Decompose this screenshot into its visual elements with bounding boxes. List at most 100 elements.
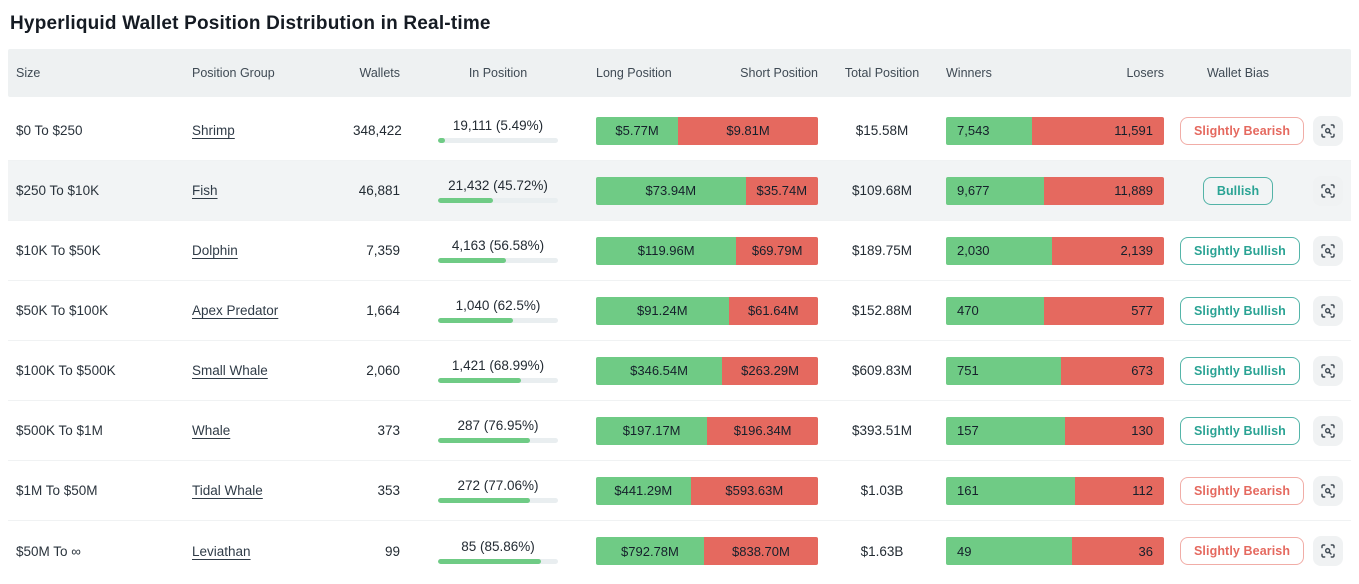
- winners-value: 2,030: [957, 243, 990, 258]
- table-row: $50M To ∞ Leviathan 99 85 (85.86%) $792.…: [8, 521, 1351, 581]
- in-position-value: 4,163 (56.58%): [451, 238, 545, 253]
- long-short-cell: $441.29M $593.63M: [588, 476, 826, 505]
- losers-segment: 11,591: [1031, 116, 1164, 145]
- short-value: $35.74M: [756, 183, 808, 198]
- size-cell: $10K To $50K: [16, 243, 101, 258]
- losers-segment: 11,889: [1043, 176, 1164, 205]
- size-cell: $250 To $10K: [16, 183, 100, 198]
- winners-value: 9,677: [957, 183, 990, 198]
- col-losers: Losers: [1126, 66, 1164, 80]
- total-position-cell: $393.51M: [851, 423, 913, 438]
- winners-value: 157: [957, 423, 979, 438]
- scan-search-button[interactable]: [1312, 295, 1343, 326]
- in-position-value: 85 (85.86%): [461, 538, 535, 554]
- size-cell: $500K To $1M: [16, 423, 103, 438]
- losers-value: 36: [1138, 543, 1153, 559]
- col-short-position: Short Position: [740, 66, 818, 80]
- scan-search-button[interactable]: [1312, 355, 1343, 386]
- short-value: $61.64M: [747, 303, 799, 318]
- scan-search-button[interactable]: [1312, 536, 1343, 566]
- winners-value: 470: [957, 303, 979, 318]
- long-segment: $441.29M: [596, 476, 691, 505]
- in-position-value: 19,111 (5.49%): [452, 118, 544, 133]
- wallet-bias-badge: Bullish: [1202, 176, 1274, 205]
- winners-losers-cell: 49 36: [938, 537, 1172, 565]
- winners-losers-bar: 751 673: [946, 356, 1164, 385]
- short-segment: $69.79M: [736, 236, 818, 265]
- long-value: $441.29M: [614, 483, 673, 498]
- winners-losers-cell: 7,543 11,591: [938, 116, 1172, 145]
- page-title: Hyperliquid Wallet Position Distribution…: [10, 13, 491, 34]
- table-row: $10K To $50K Dolphin 7,359 4,163 (56.58%…: [8, 221, 1351, 281]
- long-short-cell: $73.94M $35.74M: [588, 176, 826, 205]
- position-group-cell: Shrimp: [184, 123, 345, 138]
- position-group-link[interactable]: Dolphin: [192, 243, 238, 258]
- short-segment: $263.29M: [722, 356, 818, 385]
- wallet-bias-cell: Slightly Bearish: [1172, 537, 1305, 565]
- action-cell: [1304, 475, 1351, 506]
- table-row: $0 To $250 Shrimp 348,422 19,111 (5.49%)…: [8, 101, 1351, 161]
- winners-segment: 157: [946, 416, 1066, 445]
- col-in-position: In Position: [468, 66, 528, 80]
- winners-losers-bar: 9,677 11,889: [946, 176, 1164, 205]
- losers-segment: 577: [1043, 296, 1164, 325]
- col-long-position: Long Position: [596, 66, 672, 80]
- position-group-link[interactable]: Tidal Whale: [192, 483, 263, 498]
- losers-value: 11,889: [1114, 183, 1153, 198]
- losers-segment: 673: [1060, 356, 1164, 385]
- losers-value: 112: [1132, 483, 1153, 498]
- short-value: $263.29M: [741, 363, 799, 378]
- total-position-cell: $189.75M: [851, 243, 913, 258]
- action-cell: [1304, 536, 1351, 566]
- in-position-progressbar: [438, 318, 558, 323]
- long-short-bar: $197.17M $196.34M: [596, 416, 818, 445]
- long-short-bar: $91.24M $61.64M: [596, 296, 818, 325]
- winners-losers-cell: 161 112: [938, 476, 1172, 505]
- wallets-cell: 46,881: [358, 183, 400, 198]
- winners-segment: 751: [946, 356, 1061, 385]
- scan-search-button[interactable]: [1312, 475, 1343, 506]
- winners-segment: 2,030: [946, 236, 1053, 265]
- position-group-link[interactable]: Small Whale: [192, 363, 268, 378]
- long-short-cell: $346.54M $263.29M: [588, 356, 826, 385]
- col-winners: Winners: [946, 66, 992, 80]
- wallets-cell: 1,664: [366, 303, 400, 318]
- position-group-link[interactable]: Whale: [192, 423, 231, 438]
- position-group-cell: Apex Predator: [184, 303, 345, 318]
- long-value: $119.96M: [637, 243, 695, 258]
- scan-search-icon: [1320, 423, 1335, 438]
- scan-search-button[interactable]: [1312, 175, 1343, 206]
- position-group-link[interactable]: Leviathan: [192, 543, 251, 559]
- long-value: $197.17M: [622, 423, 681, 438]
- scan-search-button[interactable]: [1312, 235, 1343, 266]
- short-segment: $196.34M: [707, 416, 818, 445]
- wallet-bias-badge: Slightly Bullish: [1180, 296, 1300, 325]
- in-position-value: 1,040 (62.5%): [455, 298, 541, 313]
- wallet-bias-cell: Slightly Bullish: [1172, 296, 1304, 325]
- position-group-link[interactable]: Fish: [192, 183, 218, 198]
- col-wallets: Wallets: [359, 66, 400, 80]
- scan-search-button[interactable]: [1312, 415, 1343, 446]
- position-group-cell: Whale: [184, 423, 345, 438]
- scan-search-button[interactable]: [1312, 115, 1343, 146]
- size-cell: $0 To $250: [16, 123, 83, 138]
- winners-segment: 7,543: [946, 116, 1032, 145]
- winners-value: 7,543: [957, 123, 990, 138]
- losers-value: 577: [1131, 303, 1153, 318]
- long-short-cell: $197.17M $196.34M: [588, 416, 826, 445]
- wallet-bias-cell: Slightly Bullish: [1172, 236, 1304, 265]
- wallet-bias-badge: Slightly Bearish: [1180, 116, 1305, 145]
- winners-losers-bar: 470 577: [946, 296, 1164, 325]
- position-group-link[interactable]: Apex Predator: [192, 303, 279, 318]
- scan-search-icon: [1320, 123, 1335, 138]
- winners-value: 751: [957, 363, 979, 378]
- position-group-link[interactable]: Shrimp: [192, 123, 235, 138]
- long-short-bar: $5.77M $9.81M: [596, 116, 818, 145]
- winners-segment: 161: [946, 476, 1075, 505]
- short-value: $196.34M: [733, 423, 792, 438]
- total-position-cell: $1.03B: [860, 483, 904, 498]
- short-segment: $9.81M: [678, 116, 818, 145]
- table-header: Size Position Group Wallets In Position …: [8, 49, 1351, 97]
- losers-value: 673: [1131, 363, 1153, 378]
- winners-losers-bar: 49 36: [946, 537, 1164, 565]
